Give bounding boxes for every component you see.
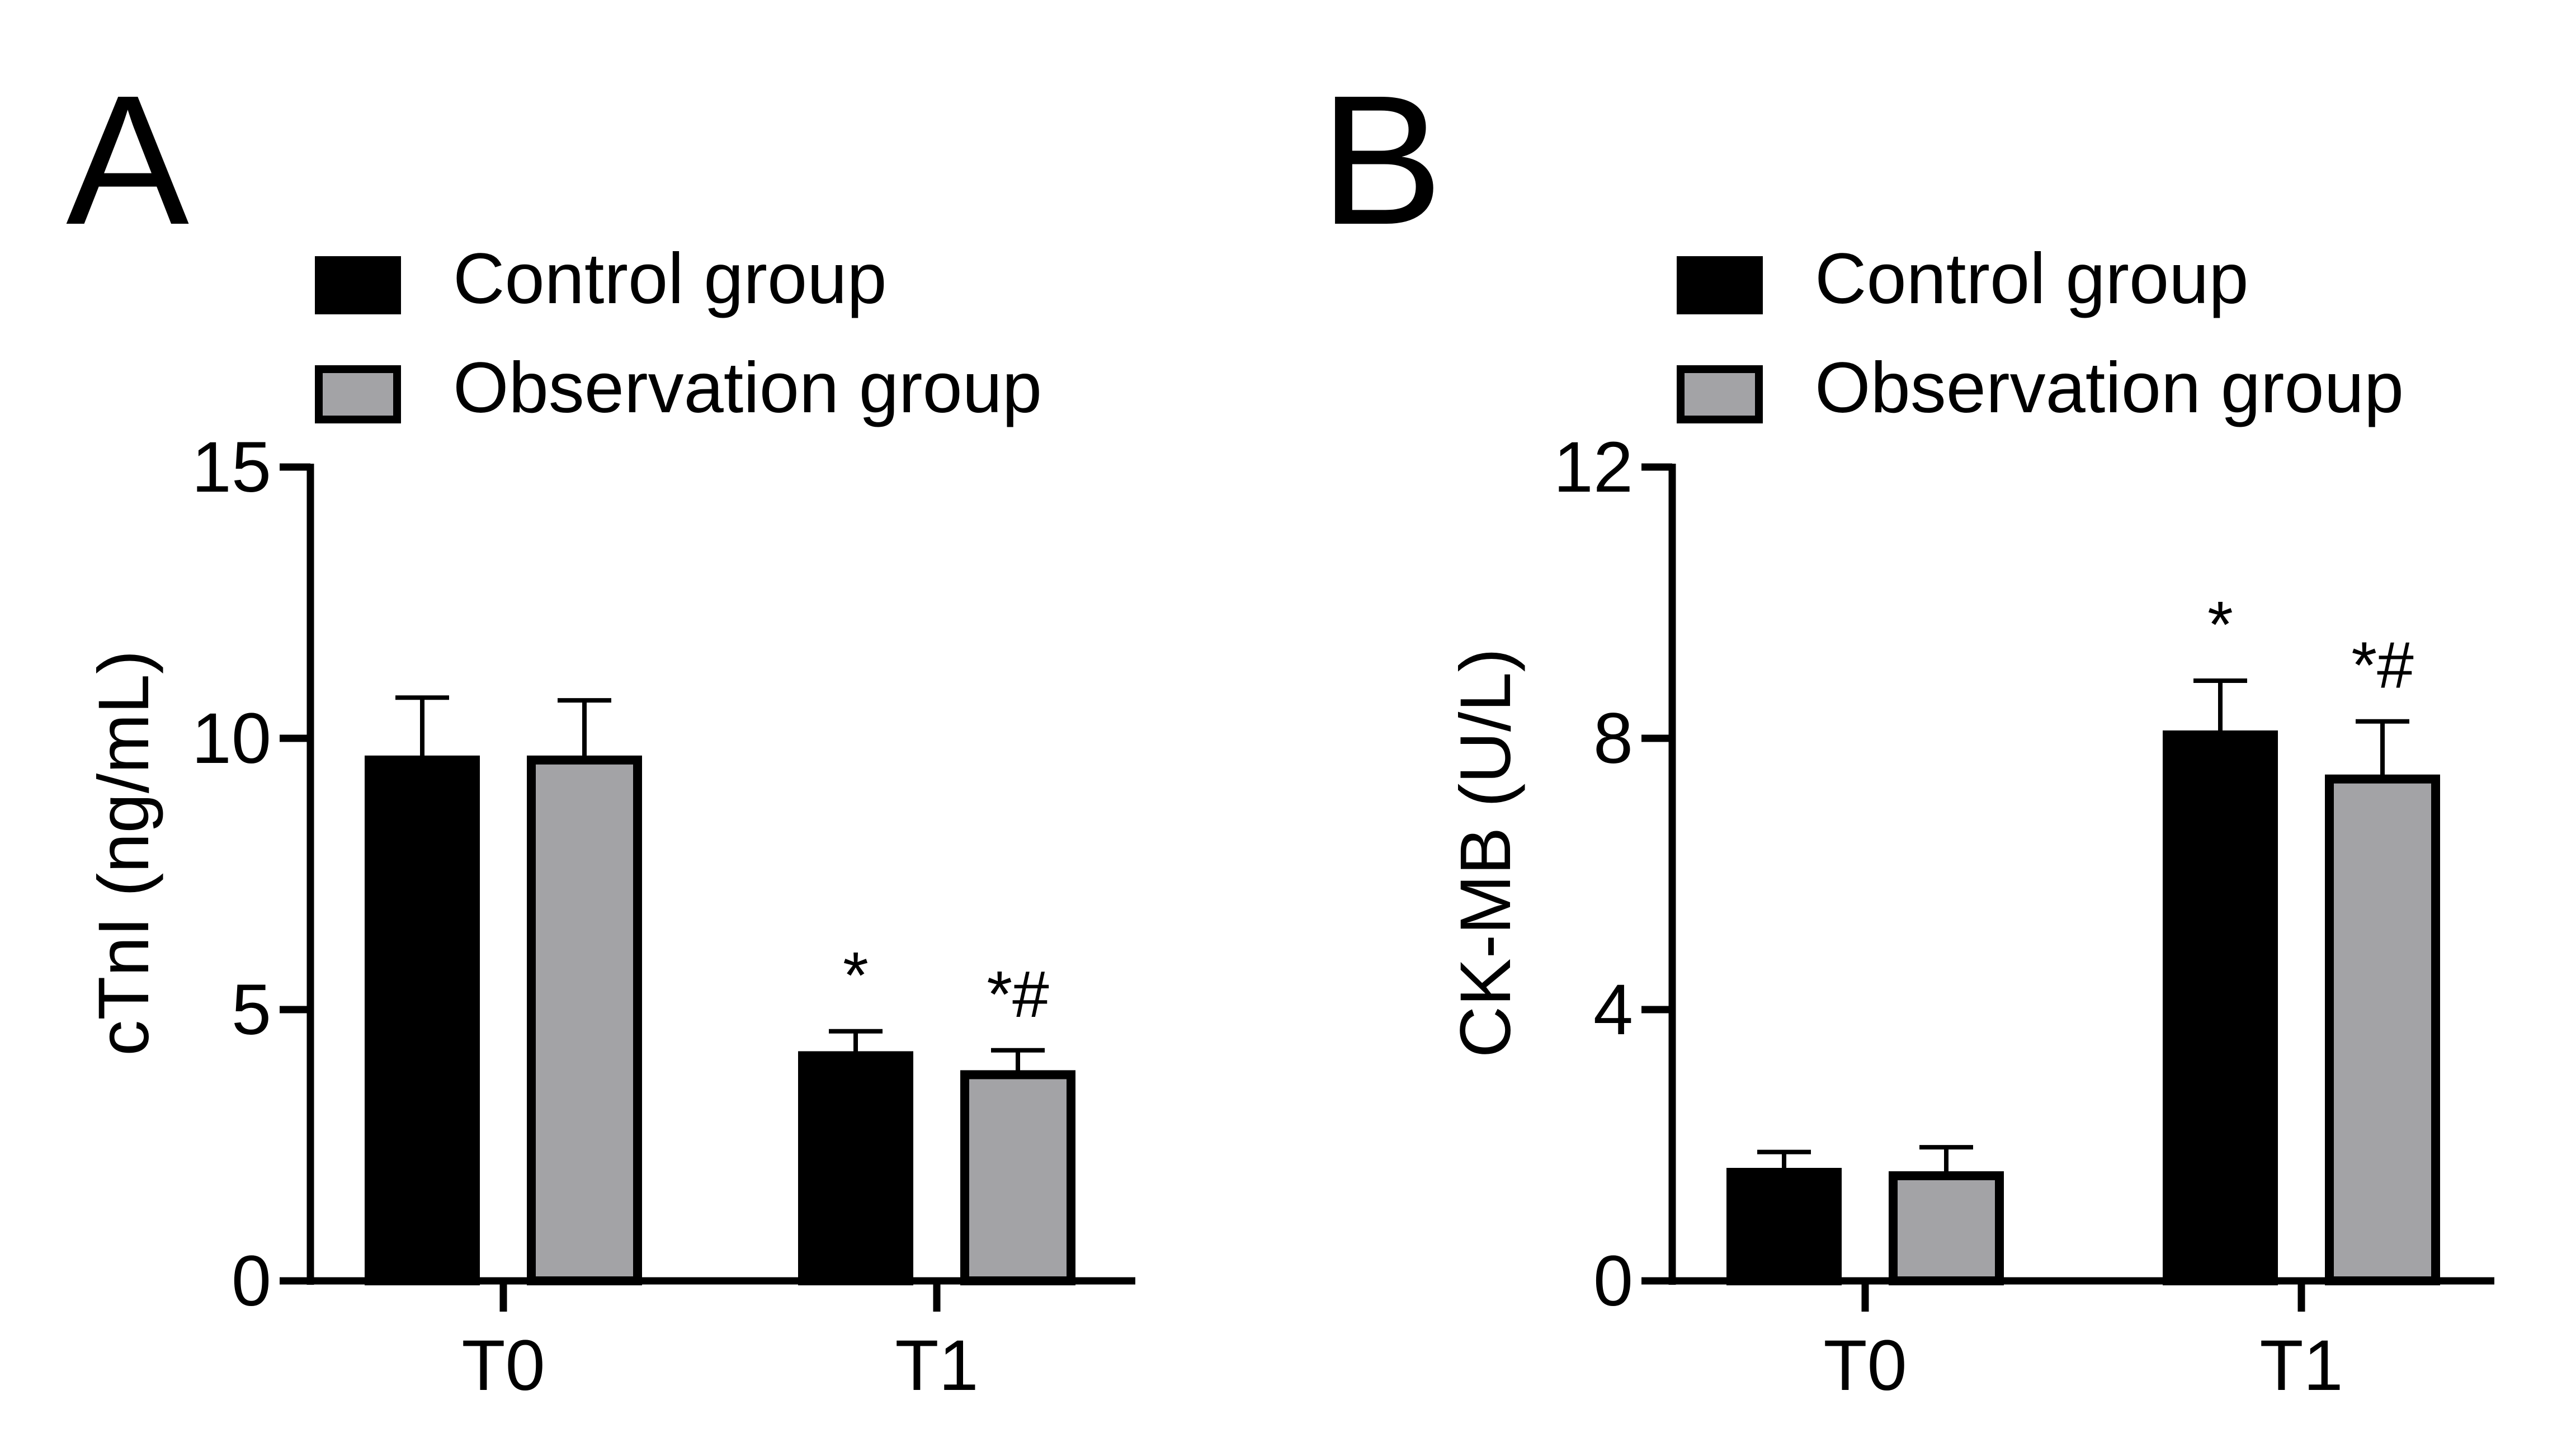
bar-observation <box>527 755 642 1286</box>
error-bars-a <box>395 695 1045 1075</box>
x-tick-label: T0 <box>461 1326 545 1406</box>
x-tick-label: T0 <box>1823 1326 1907 1406</box>
bar-control <box>798 1051 913 1285</box>
y-tick-label: 15 <box>192 427 271 507</box>
legend-label-observation: Observation group <box>453 348 1042 428</box>
bar-control <box>365 755 480 1286</box>
significance-marker: * <box>843 939 869 1012</box>
y-tick-label: 12 <box>1554 427 1633 507</box>
bar-observation <box>2325 774 2440 1285</box>
legend-swatch-observation <box>315 365 401 423</box>
significance-marker: * <box>2207 588 2233 662</box>
y-tick-label: 10 <box>192 699 271 779</box>
panel-label-a: A <box>66 56 190 263</box>
panel-a: A Control group Observation group cTnI (… <box>66 56 1135 1406</box>
x-tick-label: T1 <box>895 1326 978 1406</box>
legend-swatch-control <box>1677 256 1763 314</box>
significance-marker: *# <box>987 958 1049 1031</box>
panel-b: B Control group Observation group CK-MB … <box>1320 56 2494 1406</box>
annotations-b: * *# <box>2207 588 2414 703</box>
x-tick-label: T1 <box>2259 1326 2343 1406</box>
legend-b: Control group Observation group <box>1677 239 2404 428</box>
legend-a: Control group Observation group <box>315 239 1042 428</box>
y-axis-label-a: cTnI (ng/mL) <box>84 650 164 1056</box>
annotations-a: * *# <box>843 939 1049 1031</box>
bar-observation <box>960 1070 1075 1286</box>
panel-label-b: B <box>1320 56 1443 263</box>
bars-b <box>1726 730 2440 1285</box>
y-tick-label: 5 <box>232 970 271 1050</box>
bar-control <box>1726 1168 1842 1285</box>
significance-marker: *# <box>2351 629 2414 703</box>
error-bars-b <box>1757 678 2409 1176</box>
legend-label-observation: Observation group <box>1815 348 2404 428</box>
y-axis-label-b: CK-MB (U/L) <box>1446 648 1526 1058</box>
y-tick-label: 0 <box>232 1241 271 1321</box>
legend-label-control: Control group <box>453 239 887 319</box>
y-tick-label: 4 <box>1593 970 1633 1050</box>
legend-swatch-observation <box>1677 365 1763 423</box>
legend-label-control: Control group <box>1815 239 2249 319</box>
bars-a <box>365 755 1075 1286</box>
bar-control <box>2163 730 2278 1285</box>
bar-observation <box>1889 1171 2004 1285</box>
legend-swatch-control <box>315 256 401 314</box>
y-tick-label: 8 <box>1593 699 1633 779</box>
y-tick-label: 0 <box>1593 1241 1633 1321</box>
